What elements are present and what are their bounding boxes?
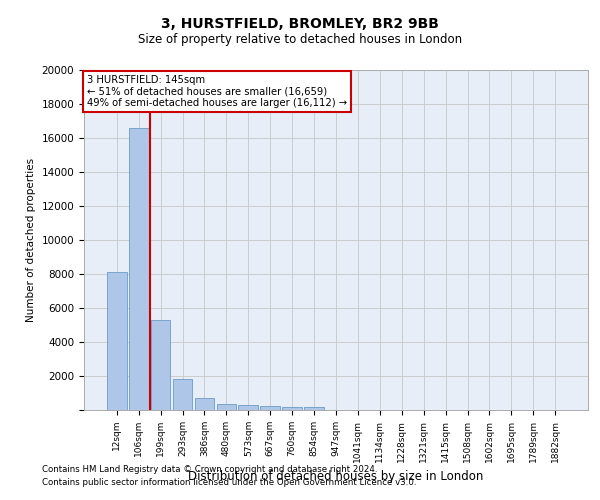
Text: Contains public sector information licensed under the Open Government Licence v3: Contains public sector information licen… [42,478,416,487]
Bar [107,272,127,410]
Bar [282,406,302,410]
Bar [304,407,324,410]
Text: 3, HURSTFIELD, BROMLEY, BR2 9BB: 3, HURSTFIELD, BROMLEY, BR2 9BB [161,18,439,32]
Bar [173,378,193,410]
Bar [129,128,149,410]
Bar [217,404,236,410]
Bar [238,405,258,410]
Text: 3 HURSTFIELD: 145sqm
← 51% of detached houses are smaller (16,659)
49% of semi-d: 3 HURSTFIELD: 145sqm ← 51% of detached h… [86,75,347,108]
Bar [260,406,280,410]
Text: Contains HM Land Registry data © Crown copyright and database right 2024.: Contains HM Land Registry data © Crown c… [42,466,377,474]
Text: Size of property relative to detached houses in London: Size of property relative to detached ho… [138,32,462,46]
Y-axis label: Number of detached properties: Number of detached properties [26,158,36,322]
Bar [194,398,214,410]
X-axis label: Distribution of detached houses by size in London: Distribution of detached houses by size … [188,470,484,483]
Bar [151,320,170,410]
